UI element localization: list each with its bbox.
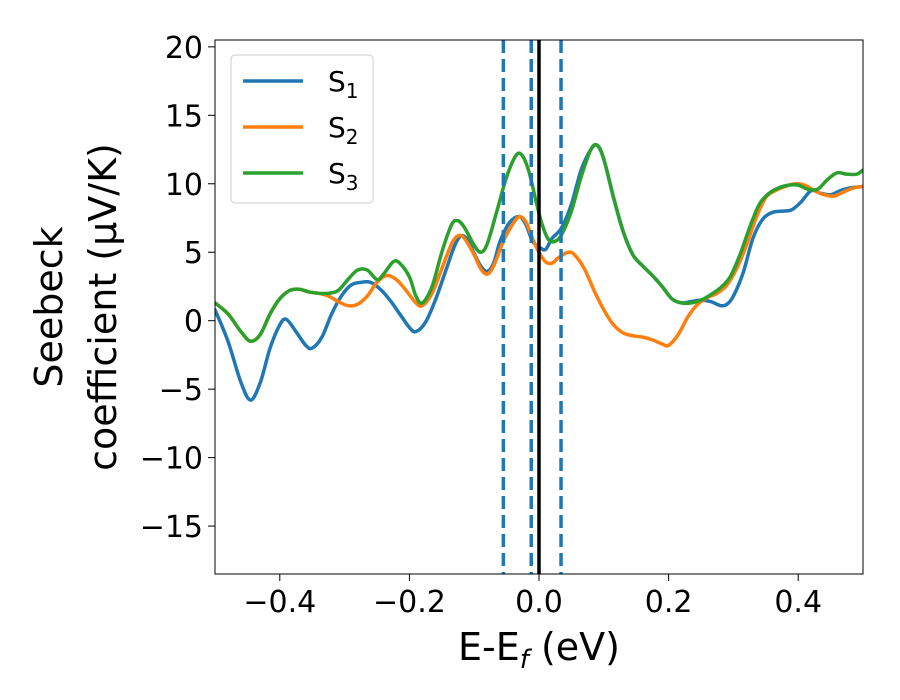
y-tick-label: −5 (159, 373, 203, 408)
y-axis-ticks: −15 −10 −5 0 5 10 15 20 (140, 31, 215, 545)
legend-label-main: S (328, 157, 346, 190)
y-tick-label: 10 (165, 168, 203, 203)
x-axis-label-unit: (eV) (529, 625, 620, 669)
y-tick-label: 20 (165, 31, 203, 66)
y-tick-label: 15 (165, 99, 203, 134)
y-tick-label: 0 (184, 305, 203, 340)
series-line-s2 (215, 181, 863, 348)
y-tick-label: 5 (184, 236, 203, 271)
series-line-s3 (215, 142, 863, 344)
vline-layer (501, 40, 563, 574)
x-axis-label: E-Ef (eV) (458, 625, 620, 675)
x-tick-label: 0.2 (645, 585, 693, 620)
x-axis-label-main: E-E (458, 625, 520, 669)
x-axis-ticks: −0.4 −0.2 0.0 0.2 0.4 (243, 574, 822, 620)
legend-label-s1: S1 (328, 65, 359, 103)
y-axis-label: Seebeck coefficient (μV/K) (27, 143, 125, 471)
legend-label-sub: 2 (346, 125, 359, 149)
y-axis-label-line2: coefficient (μV/K) (81, 143, 125, 471)
y-axis-label-line1: Seebeck (27, 226, 71, 387)
y-tick-label: −10 (140, 442, 203, 477)
x-tick-label: 0.0 (515, 585, 563, 620)
y-tick-label: −15 (140, 510, 203, 545)
legend-label-s3: S3 (328, 157, 359, 195)
x-tick-label: −0.2 (373, 585, 446, 620)
legend-label-sub: 3 (346, 171, 359, 195)
x-tick-label: 0.4 (774, 585, 822, 620)
legend-label-main: S (328, 111, 346, 144)
legend-label-sub: 1 (346, 79, 359, 103)
x-tick-label: −0.4 (243, 585, 316, 620)
legend-label-s2: S2 (328, 111, 359, 149)
legend-box (230, 54, 374, 204)
legend-label-main: S (328, 65, 346, 98)
